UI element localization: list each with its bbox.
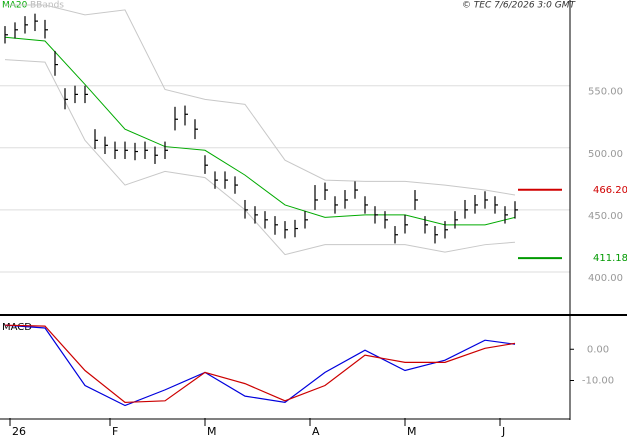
y-tick-label: 450.00 [588,211,623,222]
y-tick-label: 500.00 [588,149,623,160]
x-tick-label: A [312,425,320,438]
band-lower [4,59,516,256]
y-tick-label: -10.00 [582,376,614,387]
x-tick-label: M [207,425,217,438]
x-tick-label: J [501,425,505,438]
y-tick-label: 0.00 [587,344,609,355]
legend-ma20: MA20 [2,1,28,11]
macd-title: MACD [2,322,32,333]
x-tick-label: 26 [12,425,26,438]
price-level-label: 466.20 [593,185,627,196]
macd-line [4,324,516,403]
price-level-label: 411.18 [593,253,627,264]
source: © TEC 7/6/2026 3:0 GMT [462,1,577,11]
x-tick-label: F [112,425,118,438]
y-tick-label: 550.00 [588,87,623,98]
ma-line [4,36,516,226]
x-tick-label: M [407,425,417,438]
band-upper [5,4,516,196]
y-tick-label: 400.00 [588,273,623,284]
